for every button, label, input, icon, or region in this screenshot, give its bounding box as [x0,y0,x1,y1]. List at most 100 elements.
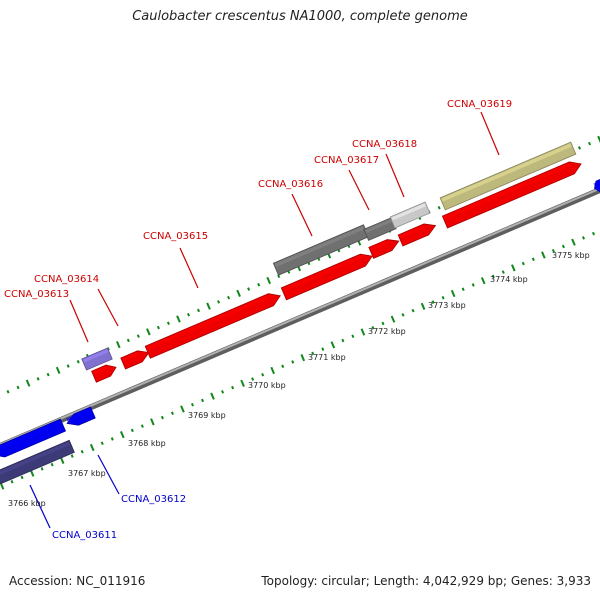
inner-tick-mark [351,334,355,339]
inner-tick-track [0,231,596,490]
gene-label-ccna-03615: CCNA_03615 [143,231,208,242]
leader-ccna-03617 [348,169,370,211]
inner-tick-mark [381,321,385,326]
inner-tick-mark [251,377,255,381]
accession-text: Accession: NC_011916 [9,574,146,588]
gene-edge-fragment [593,177,600,193]
gene-ccna-03616-shine [282,255,363,292]
inner-tick-mark [441,296,445,300]
inner-tick-mark [371,325,375,330]
inner-tick-mark [231,385,235,390]
inner-tick-mark [501,270,505,274]
inner-tick-mark [531,257,535,262]
inner-tick-mark [420,302,426,310]
gene-label-ccna-03616: CCNA_03616 [258,179,323,190]
scale-labels: 3766 kbp 3767 kbp 3768 kbp 3769 kbp 3770 kbp… [8,251,590,508]
scale-label: 3769 kbp [188,411,226,420]
inner-tick-mark [190,402,194,407]
feature-ccna-03613-box [81,347,113,371]
outer-tick-mark [136,334,140,338]
gene-ccna-03618-body [397,223,437,247]
feature-ccna-03611-box [0,439,75,485]
outer-tick-mark [76,360,80,364]
gene-ccna-03614-shine [122,351,140,362]
gene-ccna-03618-shine [399,224,426,239]
inner-tick-mark [592,231,596,236]
outer-tick-mark [36,377,40,381]
outer-tick-mark [16,385,20,390]
inner-tick-mark [20,475,24,480]
inner-tick-mark [221,390,225,394]
scale-label: 3766 kbp [8,499,46,508]
gene-ccna-03617 [368,239,400,259]
outer-tick-mark [217,300,221,304]
scale-label: 3771 kbp [308,353,346,362]
leader-ccna-03619 [480,111,500,156]
outer-tick-mark [266,276,271,285]
feature-ccna-03617-box-shine [365,218,393,233]
feature-ccna-03619-box-shine [441,143,572,202]
outer-tick-mark [176,315,181,323]
inner-tick-mark [120,431,125,439]
inner-tick-mark [10,479,14,484]
leader-ccna-03613 [69,299,89,343]
label-leader-lines [29,111,500,529]
gene-ccna-03612-shine [66,408,92,422]
gene-ccna-03619 [441,161,582,229]
inner-tick-mark [130,428,134,433]
inner-tick-mark [450,289,456,298]
gene-label-ccna-03619: CCNA_03619 [447,99,512,110]
inner-tick-mark [281,364,285,368]
inner-tick-mark [390,315,396,323]
gene-label-ccna-03617: CCNA_03617 [314,155,379,166]
inner-tick-mark [50,462,54,467]
inner-tick-mark [170,411,174,416]
feature-ccna-03619-box [439,141,577,211]
outer-tick-mark [116,341,121,349]
inner-tick-mark [210,392,215,400]
inner-tick-mark [110,437,114,441]
inner-tick-mark [551,248,555,253]
leader-ccna-03615 [179,247,199,289]
gene-ccna-03618 [397,223,437,247]
outer-tick-mark [437,206,441,210]
inner-tick-mark [431,300,435,304]
inner-tick-mark [100,441,104,445]
gene-labels: CCNA_03611 CCNA_03612 CCNA_03613 CCNA_03614… [4,99,512,541]
inner-tick-mark [581,236,585,240]
gene-ccna-03619-body [441,161,582,229]
scale-label: 3768 kbp [128,439,166,448]
outer-tick-mark [166,321,170,326]
scale-label: 3773 kbp [428,301,466,310]
gene-label-ccna-03614: CCNA_03614 [34,274,99,285]
feature-ccna-03616-box-shine [274,226,365,268]
inner-tick-mark [571,238,576,246]
inner-tick-mark [541,251,546,259]
outer-tick-mark [247,287,251,291]
outer-tick-mark [186,312,190,317]
inner-tick-mark [150,418,155,426]
feature-ccna-03618-box [389,201,431,229]
inner-tick-mark [411,308,415,313]
gene-ccna-03613 [91,364,117,383]
inner-tick-mark [291,360,295,364]
inner-tick-mark [40,467,44,471]
outer-tick-mark [236,289,241,297]
inner-tick-mark [201,398,205,403]
inner-tick-mark [70,454,74,458]
scale-label: 3775 kbp [552,251,590,260]
scale-label: 3767 kbp [68,469,106,478]
outer-tick-mark [197,308,201,313]
inner-tick-mark [240,379,245,387]
outer-tick-mark [46,372,50,377]
feature-ccna-03613-box-shine [83,349,109,363]
outer-tick-mark [257,283,261,287]
gene-ccna-03617-shine [370,240,389,251]
leader-ccna-03611 [29,484,51,529]
inner-tick-mark [80,450,84,454]
leader-ccna-03612 [97,454,120,495]
outer-tick-mark [25,379,31,387]
gene-ccna-03613-shine [92,365,108,375]
genome-summary-text: Topology: circular; Length: 4,042,929 bp… [261,574,591,588]
